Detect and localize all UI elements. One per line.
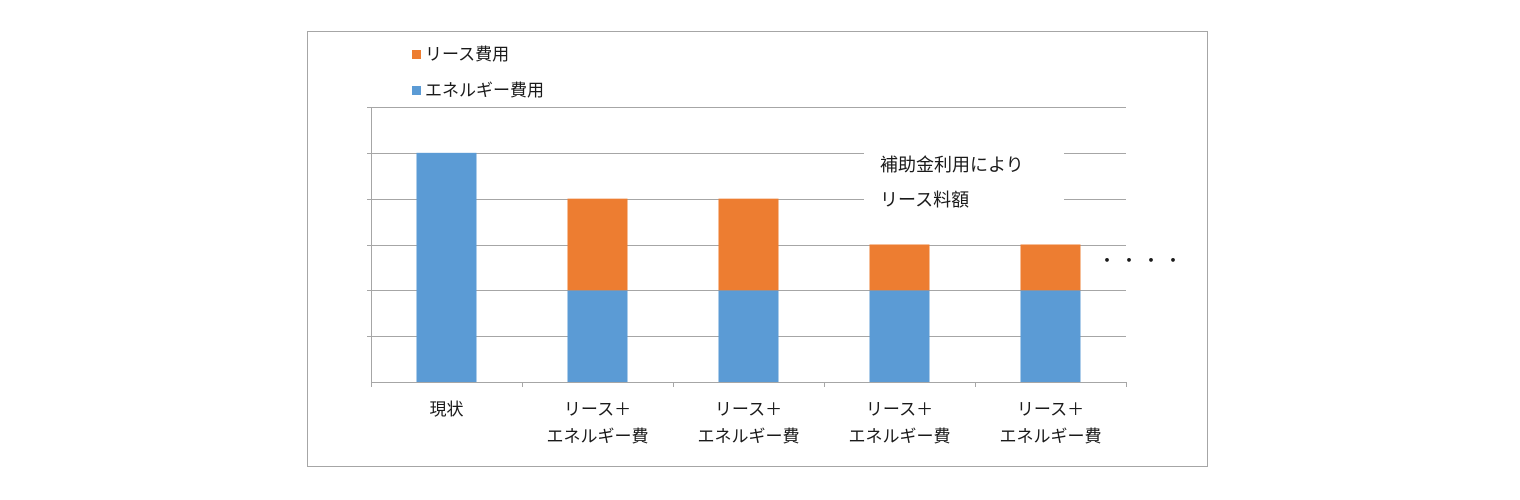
category-label: リース＋ [866,400,933,420]
bar-segment-lease [568,199,628,291]
category-label: リース＋ [564,400,631,420]
category-label: エネルギー費 [547,427,649,447]
bar-segment-energy [417,153,477,382]
annotation-line-1: 補助金利用により [880,155,1024,176]
bar-segment-lease [719,199,779,291]
chart-frame: 現状 リース＋ エネルギー費 リース＋ エネルギー費 リース＋ エネルギー費 リース＋ エネルギ… [307,31,1208,467]
annotation-line-2: リース料額 [880,190,969,211]
category-label: リース＋ [715,400,782,420]
legend-swatch-lease [412,50,421,59]
continuation-dots: ・・・・ [1098,251,1186,272]
bar-segment-energy [870,290,930,382]
bar-segment-lease [870,245,930,291]
bar-segment-energy [1021,290,1081,382]
legend-label-lease: リース費用 [425,45,509,65]
bar-segment-lease [1021,245,1081,291]
category-label: エネルギー費 [698,427,800,447]
bar-segment-energy [568,290,628,382]
legend-swatch-energy [412,86,421,95]
legend-label-energy: エネルギー費用 [425,81,544,101]
bar-segment-energy [719,290,779,382]
category-label: エネルギー費 [1000,427,1102,447]
category-label: 現状 [430,400,464,420]
category-label: リース＋ [1017,400,1084,420]
stacked-bar-chart: 現状 リース＋エネルギー費リース＋エネルギー費リース＋エネルギー費リース＋エネルギ… [308,32,1209,468]
category-label: エネルギー費 [849,427,951,447]
category-labels: 現状 リース＋エネルギー費リース＋エネルギー費リース＋エネルギー費リース＋エネルギ… [430,400,1102,447]
